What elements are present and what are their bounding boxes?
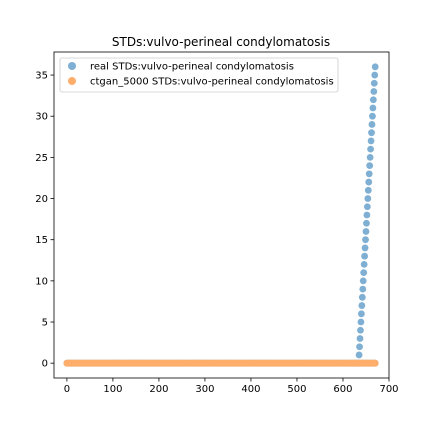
real-point <box>364 186 372 194</box>
real-point <box>356 335 364 342</box>
chart-title: STDs:vulvo-perineal condylomatosis <box>112 35 330 49</box>
real-point <box>369 96 377 104</box>
real-point <box>367 145 374 153</box>
real-point <box>363 219 370 227</box>
real-point <box>358 293 366 301</box>
x-axis: 0 100 200 300 400 500 600 700 <box>64 378 399 395</box>
real-point <box>364 195 372 202</box>
x-tick-label: 700 <box>379 384 398 395</box>
real-point <box>365 178 373 186</box>
y-tick-label: 5 <box>42 318 48 329</box>
y-tick-label: 20 <box>35 194 48 205</box>
x-tick-label: 600 <box>333 384 352 395</box>
y-tick-label: 15 <box>35 235 48 246</box>
x-tick-label: 100 <box>103 384 122 395</box>
real-point <box>360 269 368 277</box>
y-tick-label: 10 <box>35 276 48 287</box>
legend-label-ctgan: ctgan_5000 STDs:vulvo-perineal condyloma… <box>90 77 334 88</box>
x-tick-label: 0 <box>64 384 70 395</box>
real-point <box>362 228 370 235</box>
real-point <box>369 112 376 120</box>
real-point <box>369 104 377 112</box>
real-point <box>359 285 367 293</box>
real-point <box>366 153 374 161</box>
plot-area <box>63 63 379 367</box>
real-point <box>371 71 379 79</box>
real-point <box>356 343 363 351</box>
real-point <box>365 170 373 178</box>
legend-label-real: real STDs:vulvo-perineal condylomatosis <box>90 62 294 73</box>
x-tick-label: 200 <box>149 384 168 395</box>
legend: real STDs:vulvo-perineal condylomatosis … <box>59 57 339 93</box>
real-point <box>370 88 378 95</box>
real-point <box>371 63 379 71</box>
real-point <box>368 121 376 128</box>
real-point <box>359 277 367 285</box>
real-point <box>367 137 375 145</box>
axes-frame <box>53 51 390 379</box>
real-point <box>357 310 365 318</box>
real-point <box>370 79 378 87</box>
real-point <box>361 244 369 252</box>
y-axis: 0 5 10 15 20 25 30 35 <box>35 71 54 370</box>
y-tick-label: 35 <box>35 71 48 82</box>
y-tick-label: 25 <box>35 153 48 164</box>
x-tick-label: 400 <box>241 384 260 395</box>
x-tick-label: 500 <box>287 384 306 395</box>
x-tick-label: 300 <box>195 384 214 395</box>
real-point <box>363 211 371 219</box>
real-point <box>360 260 368 268</box>
real-point <box>357 318 365 326</box>
legend-marker-ctgan <box>68 77 76 85</box>
real-point <box>361 252 369 260</box>
real-point <box>357 326 364 334</box>
real-point <box>355 351 363 359</box>
real-point <box>368 129 375 137</box>
real-point <box>363 203 371 211</box>
legend-marker-real <box>68 62 76 70</box>
ctgan-point <box>371 359 379 367</box>
y-tick-label: 0 <box>42 359 48 370</box>
real-point <box>362 236 369 244</box>
real-point <box>366 162 374 170</box>
legend-box <box>59 57 339 93</box>
y-tick-label: 30 <box>35 112 48 123</box>
real-point <box>358 302 366 309</box>
